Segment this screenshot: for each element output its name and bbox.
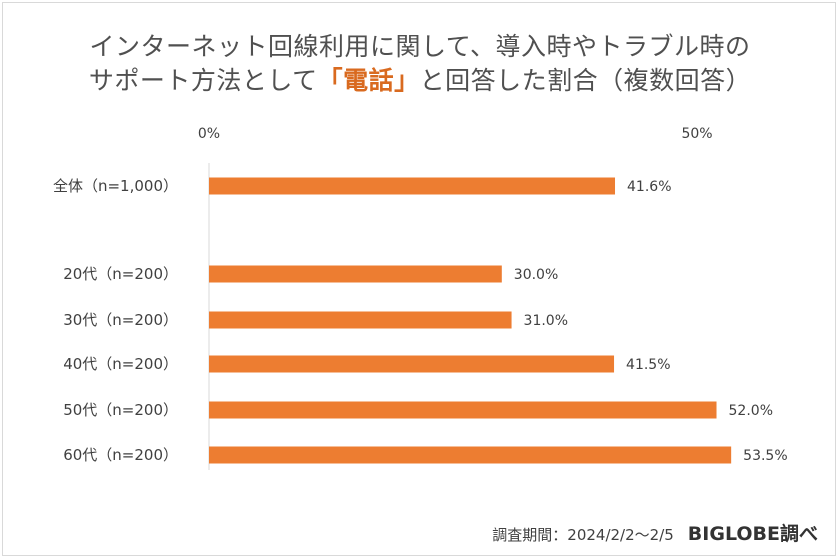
bar	[209, 311, 512, 329]
data-label: 41.6%	[627, 179, 671, 195]
bar	[209, 355, 615, 373]
title-prefix: サポート方法として	[88, 66, 318, 95]
chart-title-line1: インターネット回線利用に関して、導入時やトラブル時の	[89, 32, 751, 61]
bar	[209, 265, 502, 283]
survey-period: 調査期間：2024/2/2〜2/5	[492, 526, 674, 544]
data-label: 31.0%	[524, 313, 568, 329]
data-label: 52.0%	[729, 403, 773, 419]
chart-footer: 調査期間：2024/2/2〜2/5 BIGLOBE調べ	[492, 519, 818, 546]
category-label: 50代（n=200）	[63, 401, 178, 419]
title-highlight: 「電話」	[317, 66, 420, 95]
category-label: 40代（n=200）	[63, 355, 178, 373]
category-label: 20代（n=200）	[63, 265, 178, 283]
category-label: 全体（n=1,000）	[53, 177, 178, 195]
data-label: 41.5%	[626, 357, 670, 373]
data-label: 30.0%	[514, 267, 558, 283]
bar	[209, 401, 717, 419]
x-tick-label: 0%	[198, 126, 220, 142]
title-suffix: と回答した割合（複数回答）	[419, 66, 752, 95]
bar	[209, 446, 732, 464]
data-label: 53.5%	[743, 448, 787, 464]
brand-credit: BIGLOBE調べ	[687, 523, 818, 545]
category-label: 30代（n=200）	[63, 311, 178, 329]
category-label: 60代（n=200）	[63, 446, 178, 464]
x-tick-label: 50%	[681, 126, 712, 142]
chart-title-line2: サポート方法として「電話」と回答した割合（複数回答）	[0, 61, 840, 97]
bar	[209, 177, 616, 195]
